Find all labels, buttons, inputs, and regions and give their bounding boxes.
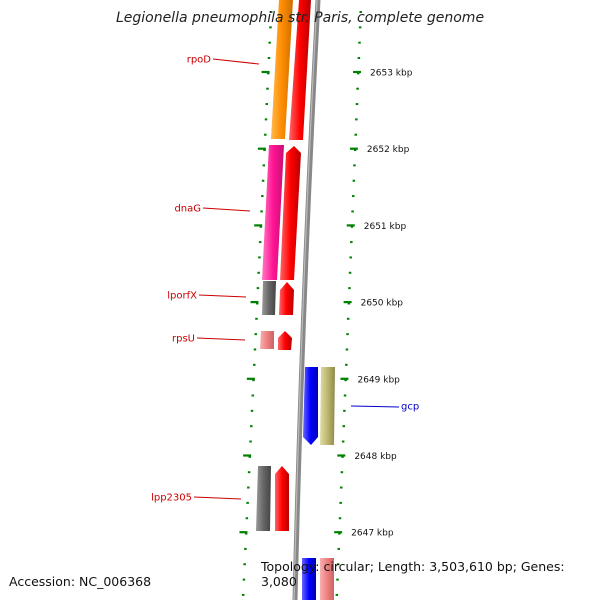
cds-unnamed[interactable] [302,558,316,600]
tick-label: 2649 kbp [357,375,400,385]
gene-gcp[interactable] [320,367,335,445]
gene-label-rpoD[interactable]: rpoD [187,55,212,66]
gene-label-leader [193,496,242,500]
gene-labels: rpoD dnaG lporfX rpsU gcp lpp2305 [151,55,419,504]
gene-rpsU[interactable] [260,331,274,349]
cds-lpp2305[interactable] [275,466,289,531]
gene-label-leader [202,207,251,212]
gene-label-lporfX[interactable]: lporfX [167,291,197,302]
cds-dnaG[interactable] [280,146,301,280]
map-title: Legionella pneumophila str. Paris, compl… [115,10,485,26]
gene-label-leader [196,337,246,341]
genome-backbone [292,0,321,600]
gene-label-rpsU[interactable]: rpsU [172,334,195,345]
cds-lporfX[interactable] [279,282,294,315]
gene-lpp2305[interactable] [256,466,271,531]
gene-label-leader [198,294,247,298]
genome-summary: Topology: circular; Length: 3,503,610 bp… [261,559,565,589]
gene-label-lpp2305[interactable]: lpp2305 [151,493,192,504]
tick-label: 2650 kbp [361,299,404,309]
gene-dnaG[interactable] [262,145,284,280]
gene-label-leader [350,405,400,408]
gene-label-leader [212,58,260,65]
tick-ring-outer [334,11,363,596]
tick-label: 2653 kbp [370,69,413,79]
tick-labels: 2653 kbp 2652 kbp 2651 kbp 2650 kbp 2649 kbp… [351,69,413,539]
tick-label: 2648 kbp [354,452,397,462]
tick-label: 2652 kbp [367,145,410,155]
accession-label: Accession: NC_006368 [9,574,152,589]
gene-label-dnaG[interactable]: dnaG [174,204,201,215]
tick-label: 2651 kbp [364,222,407,232]
cds-rpoD[interactable] [289,0,311,140]
gene-label-gcp[interactable]: gcp [401,402,419,413]
gene-unnamed[interactable] [320,558,334,600]
tick-ring-inner [239,11,273,596]
gene-lporfX[interactable] [262,281,276,315]
cds-gcp[interactable] [303,367,318,445]
cds-rpsU[interactable] [278,331,292,350]
gene-rpoD[interactable] [271,0,293,139]
tick-label: 2647 kbp [351,529,394,539]
